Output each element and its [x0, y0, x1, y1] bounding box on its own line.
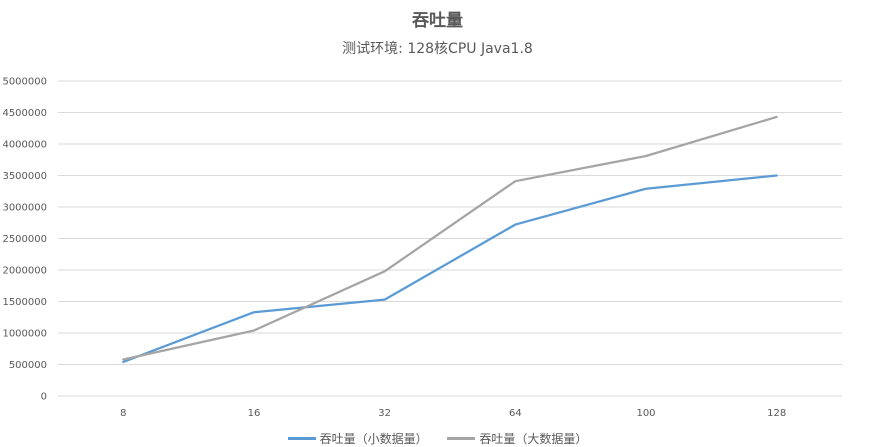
legend-item-large: 吞吐量（大数据量）: [447, 430, 587, 447]
series-line-0: [122, 174, 778, 364]
y-tick-label: 5000000: [2, 77, 47, 88]
chart-title: 吞吐量: [412, 11, 463, 31]
y-tick-label: 2500000: [2, 234, 47, 245]
y-tick-label: 1500000: [2, 297, 47, 308]
x-tick-label: 100: [636, 408, 655, 419]
y-tick-label: 4500000: [2, 108, 47, 119]
x-tick-label: 128: [767, 408, 786, 419]
chart-subtitle: 测试环境: 128核CPU Java1.8: [342, 41, 533, 57]
legend-label-large: 吞吐量（大数据量）: [479, 432, 588, 446]
legend-item-small: 吞吐量（小数据量）: [287, 430, 428, 447]
legend: 吞吐量（小数据量） 吞吐量（大数据量）: [0, 429, 875, 447]
legend-swatch-large: [447, 437, 476, 440]
series-line-1: [122, 115, 778, 361]
legend-label-small: 吞吐量（小数据量）: [319, 432, 428, 446]
y-tick-label: 4000000: [2, 140, 47, 151]
x-tick-label: 32: [378, 408, 391, 419]
y-tick-label: 3000000: [2, 203, 47, 214]
legend-swatch-small: [287, 437, 316, 440]
y-tick-label: 2000000: [2, 266, 47, 277]
x-tick-label: 16: [248, 408, 261, 419]
x-tick-label: 8: [120, 408, 126, 419]
y-tick-label: 3500000: [2, 171, 47, 182]
y-tick-label: 0: [41, 392, 47, 403]
y-tick-label: 500000: [9, 360, 47, 371]
x-tick-label: 64: [509, 408, 522, 419]
y-tick-label: 1000000: [2, 329, 47, 340]
